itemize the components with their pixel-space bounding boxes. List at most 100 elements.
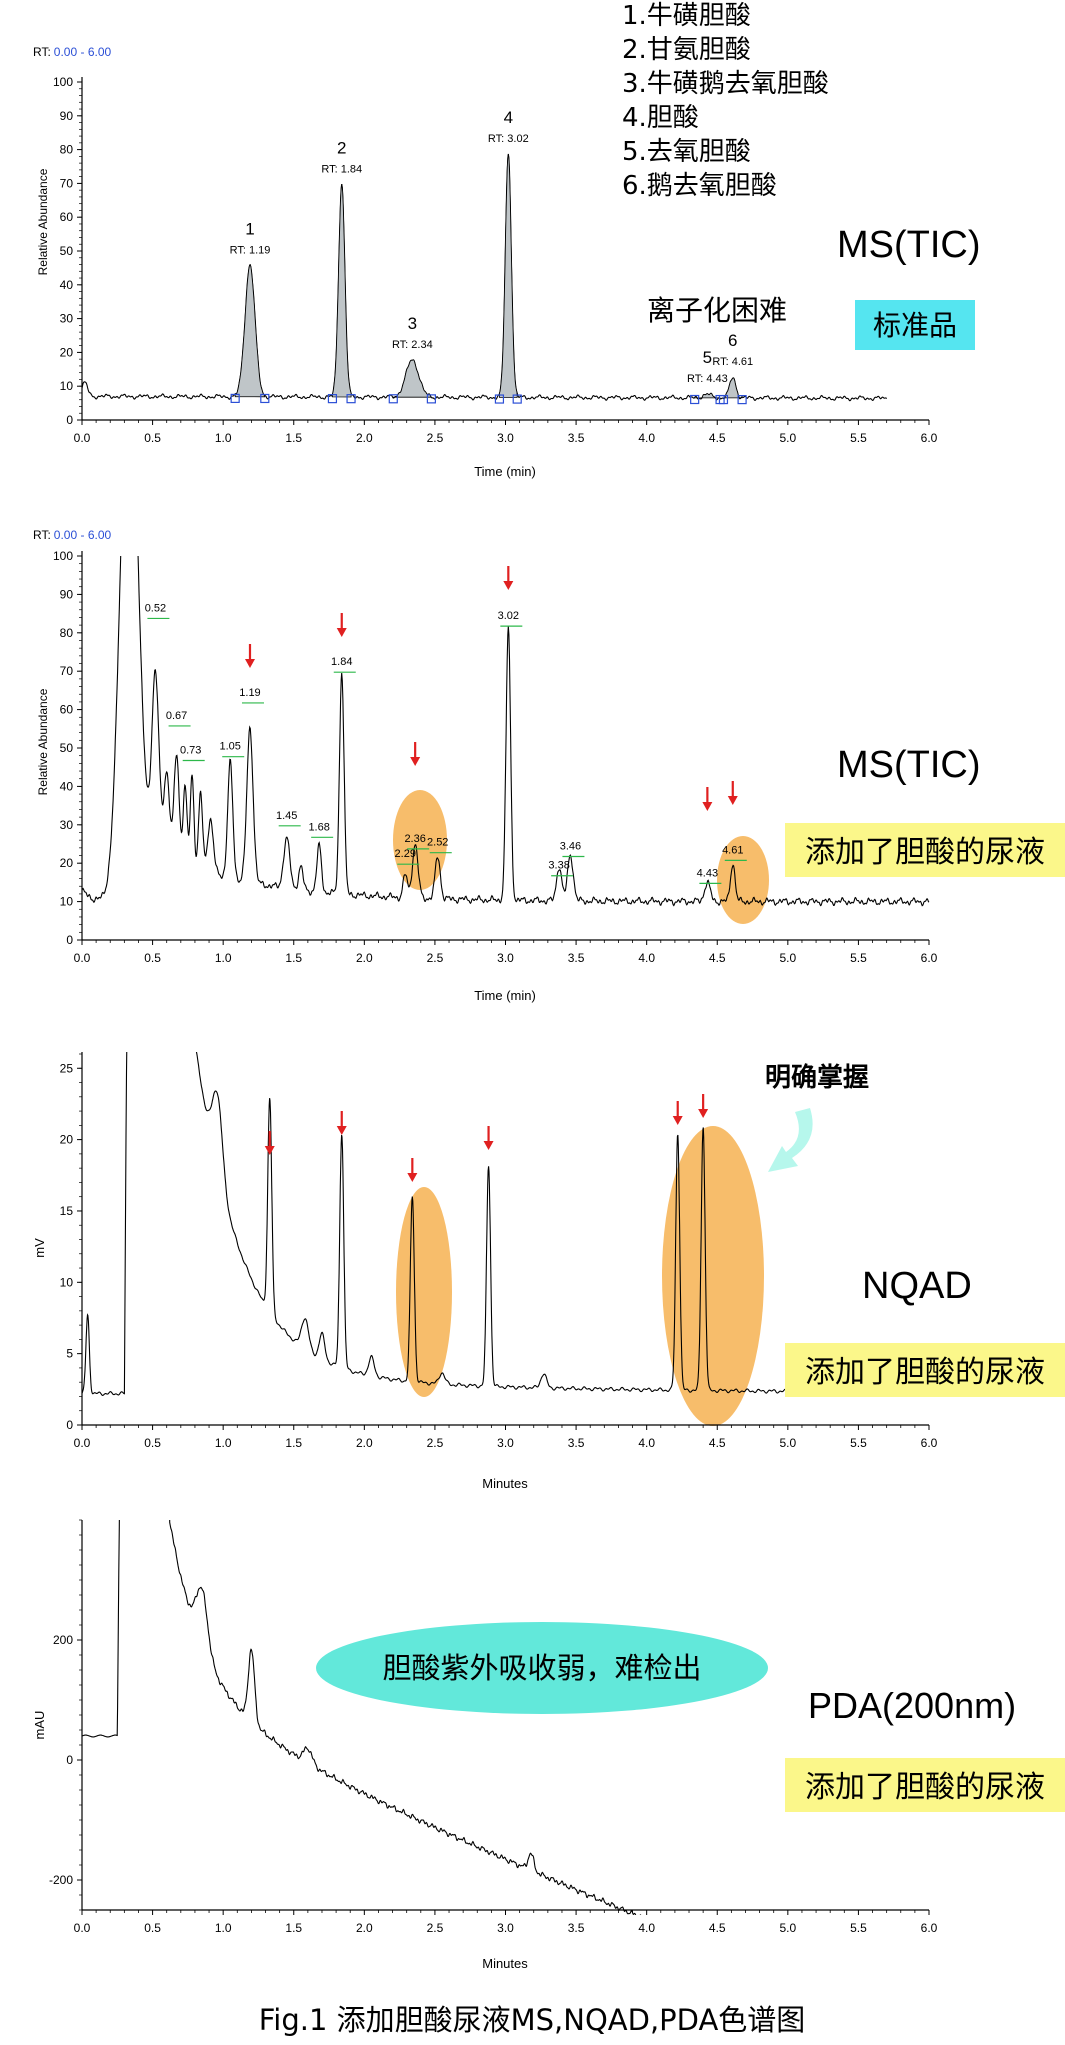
- x-tick-label: 0.5: [144, 951, 161, 965]
- y-tick-label: 90: [60, 587, 74, 601]
- x-axis-label: Time (min): [474, 988, 536, 1003]
- panel-title: MS(TIC): [837, 224, 981, 266]
- x-tick-label: 2.0: [356, 1921, 373, 1935]
- ionization-note: 离子化困难: [647, 294, 787, 327]
- y-axis-label: mV: [32, 1238, 47, 1258]
- nqad-axes: 0.0 0.5 1.0 1.5 2.0 2.5 3.0 3.5 4.0 4.5 5.0 5.5 6.0 0…: [60, 1052, 938, 1450]
- arrow-head-icon: [698, 1109, 709, 1118]
- legend-item-1: 1.牛磺胆酸: [622, 1, 751, 31]
- x-tick-label: 5.0: [779, 1436, 796, 1450]
- peak-boundary-marker: [388, 394, 398, 404]
- y-tick-label: 60: [60, 703, 74, 717]
- peak-rt-label: RT: 4.43: [687, 373, 728, 385]
- rt-range-label: RT: 0.00 - 6.00: [33, 45, 111, 59]
- ms-urine-axes: 0.0 0.5 1.0 1.5 2.0 2.5 3.0 3.5 4.0 4.5 5.0 5.5 6.0 0…: [53, 549, 938, 965]
- ms-urine-trace: [82, 556, 930, 907]
- x-tick-label: 2.0: [356, 1436, 373, 1450]
- x-tick-label: 4.0: [638, 951, 655, 965]
- y-tick-label: 50: [60, 244, 74, 258]
- x-tick-label: 0.0: [74, 1436, 91, 1450]
- x-tick-label: 3.5: [568, 951, 585, 965]
- x-tick-label: 1.5: [285, 1436, 302, 1450]
- legend-item-3: 3.牛磺鹅去氧胆酸: [622, 69, 829, 99]
- legend-item-4: 4.胆酸: [622, 103, 699, 133]
- peak-rt-label: RT: 1.84: [321, 163, 362, 175]
- mint-arrow-icon: [768, 1108, 813, 1172]
- rt-range-label: RT: 0.00 - 6.00: [33, 528, 111, 542]
- x-axis-label: Minutes: [482, 1956, 528, 1971]
- peak-rt-label: RT: 2.34: [392, 339, 433, 351]
- x-tick-label: 1.0: [215, 1921, 232, 1935]
- y-tick-label: 20: [60, 856, 74, 870]
- y-tick-label: 100: [53, 549, 73, 563]
- x-tick-label: 6.0: [921, 1436, 938, 1450]
- peak-boundary-marker: [690, 394, 700, 405]
- arrow-head-icon: [503, 581, 514, 590]
- y-tick-label: 200: [53, 1633, 73, 1647]
- nqad-trace: [82, 1052, 930, 1396]
- x-tick-label: 2.5: [427, 951, 444, 965]
- y-tick-label: 0: [66, 1418, 73, 1432]
- ms-standard-axes: 0.0 0.5 1.0 1.5 2.0 2.5 3.0 3.5 4.0 4.5 5.0 5.5 6.0 0…: [53, 75, 938, 445]
- x-tick-label: 4.0: [638, 1436, 655, 1450]
- peak-rt-label: 2.36: [404, 833, 425, 845]
- x-tick-label: 2.5: [427, 1921, 444, 1935]
- peak-rt-label: 3.46: [560, 841, 581, 853]
- standard-tag: 标准品: [873, 309, 957, 342]
- peak-number: 1: [245, 220, 254, 239]
- y-axis-label: Relative Abundance: [36, 688, 50, 795]
- x-tick-label: 5.0: [779, 1921, 796, 1935]
- peak-rt-label: RT: 4.61: [712, 356, 753, 368]
- peak-rt-label: RT: 1.19: [230, 245, 271, 257]
- peak-area: [723, 377, 743, 400]
- urine-tag-box: [785, 823, 1065, 877]
- x-tick-label: 1.0: [215, 1436, 232, 1450]
- y-tick-label: 0: [66, 1753, 73, 1767]
- uv-note-ellipse: [316, 1622, 768, 1714]
- peak-number: 6: [728, 331, 737, 350]
- x-tick-label: 3.0: [497, 951, 514, 965]
- x-tick-label: 0.5: [144, 1436, 161, 1450]
- ms-standard-peak-labels: RT: 1.19 1 RT: 1.84 2 RT: 2.34 3 RT: 3.02 4 RT: …: [230, 108, 754, 385]
- x-tick-label: 5.0: [779, 951, 796, 965]
- y-tick-label: 20: [60, 345, 74, 359]
- y-tick-label: 30: [60, 818, 74, 832]
- standard-tag-box: [855, 300, 975, 350]
- legend-item-5: 5.去氧胆酸: [622, 137, 751, 167]
- y-tick-label: 10: [60, 379, 74, 393]
- peak-number: 4: [504, 108, 513, 127]
- peak-rt-label: 1.68: [308, 821, 329, 833]
- peak-boundary-marker: [737, 395, 747, 405]
- y-tick-label: 20: [60, 1133, 74, 1147]
- figure-caption: Fig.1 添加胆酸尿液MS,NQAD,PDA色谱图: [259, 2003, 806, 2037]
- x-tick-label: 3.5: [568, 1436, 585, 1450]
- y-tick-label: 0: [66, 933, 73, 947]
- peak-boundary-marker: [230, 393, 240, 403]
- y-tick-label: 100: [53, 75, 73, 89]
- y-tick-label: 70: [60, 176, 74, 190]
- clear-detection-note: 明确掌握: [765, 1062, 869, 1093]
- x-axis-label: Minutes: [482, 1476, 528, 1491]
- peak-rt-label: 0.52: [145, 602, 166, 614]
- peak-rt-label: 3.38: [548, 860, 569, 872]
- uv-weak-note: 胆酸紫外吸收弱，难检出: [382, 1651, 701, 1685]
- x-tick-label: 5.0: [779, 431, 796, 445]
- x-tick-label: 1.5: [285, 431, 302, 445]
- peak-boundary-marker: [260, 393, 270, 404]
- y-tick-label: 60: [60, 210, 74, 224]
- peak-number: 5: [703, 348, 712, 367]
- x-tick-label: 3.5: [568, 431, 585, 445]
- y-tick-label: 40: [60, 779, 74, 793]
- y-tick-label: 80: [60, 626, 74, 640]
- arrow-head-icon: [336, 1126, 347, 1135]
- x-tick-label: 3.0: [497, 431, 514, 445]
- x-tick-label: 3.5: [568, 1921, 585, 1935]
- y-tick-label: 50: [60, 741, 74, 755]
- x-tick-label: 6.0: [921, 1921, 938, 1935]
- peak-rt-label: 1.45: [276, 810, 297, 822]
- y-tick-label: 0: [66, 413, 73, 427]
- peak-rt-label: 3.02: [498, 610, 519, 622]
- urine-tag: 添加了胆酸的尿液: [805, 1770, 1045, 1805]
- peak-rt-label: 1.05: [220, 741, 241, 753]
